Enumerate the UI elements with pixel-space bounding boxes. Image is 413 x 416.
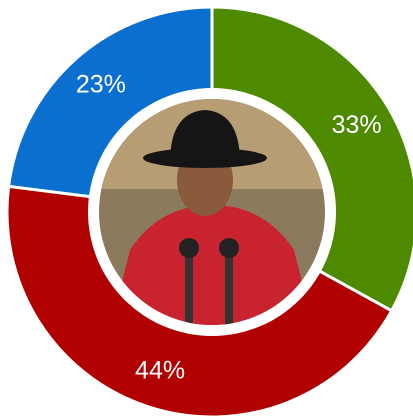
value-label: 33% [332, 111, 382, 139]
chart: 33% 44% 23% [0, 0, 413, 416]
value-label: 23% [76, 71, 126, 99]
page: {"chart_data": {"type": "donut", "values… [0, 0, 413, 416]
value-label: 44% [135, 356, 185, 384]
